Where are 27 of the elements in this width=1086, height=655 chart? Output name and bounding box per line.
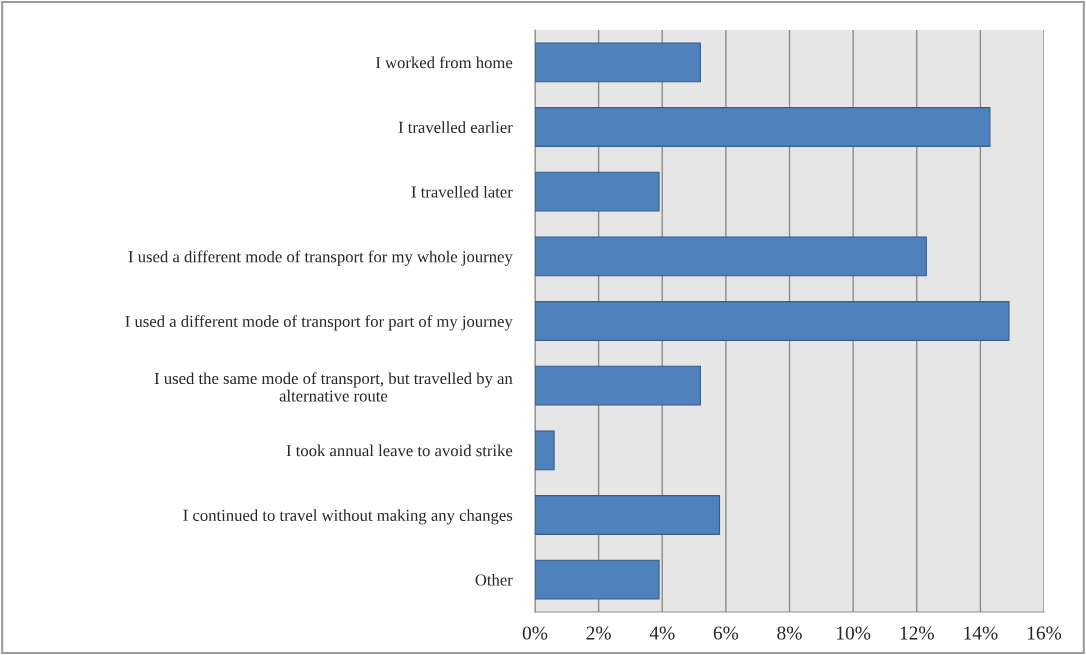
- y-tick-label: I travelled earlier: [398, 121, 513, 133]
- bar: [535, 430, 555, 471]
- x-tick-label: 10%: [837, 626, 871, 640]
- bar: [535, 559, 660, 600]
- bar: [535, 107, 991, 147]
- y-tick-label: I travelled later: [411, 185, 513, 198]
- y-tick-label: I took annual leave to avoid strike: [286, 444, 513, 457]
- x-tick-label: 8%: [777, 626, 802, 640]
- x-tick-label: 6%: [713, 626, 739, 640]
- x-tick-label: 4%: [649, 626, 675, 640]
- bar: [535, 365, 701, 406]
- x-tick-label: 12%: [900, 626, 934, 640]
- y-tick-label: I continued to travel without making any changes: [183, 509, 513, 525]
- x-tick-label: 2%: [586, 626, 611, 640]
- y-tick-label: I worked from home: [375, 56, 513, 69]
- x-tick-label: 16%: [1027, 626, 1062, 640]
- bar: [535, 236, 927, 277]
- x-tick-label: 0%: [522, 626, 548, 640]
- bar: [535, 495, 721, 535]
- x-tick-label: 14%: [964, 626, 998, 640]
- y-tick-label: I used a different mode of transport for my whole journey: [128, 250, 513, 266]
- bar: [535, 301, 1010, 341]
- bar: [535, 42, 701, 83]
- y-tick-label: I used a different mode of transport for part of my journey: [125, 315, 513, 331]
- bar: [535, 171, 660, 212]
- y-tick-label: I used the same mode of transport, but travelled by an alternative route: [154, 372, 513, 402]
- y-tick-label: Other: [475, 573, 513, 586]
